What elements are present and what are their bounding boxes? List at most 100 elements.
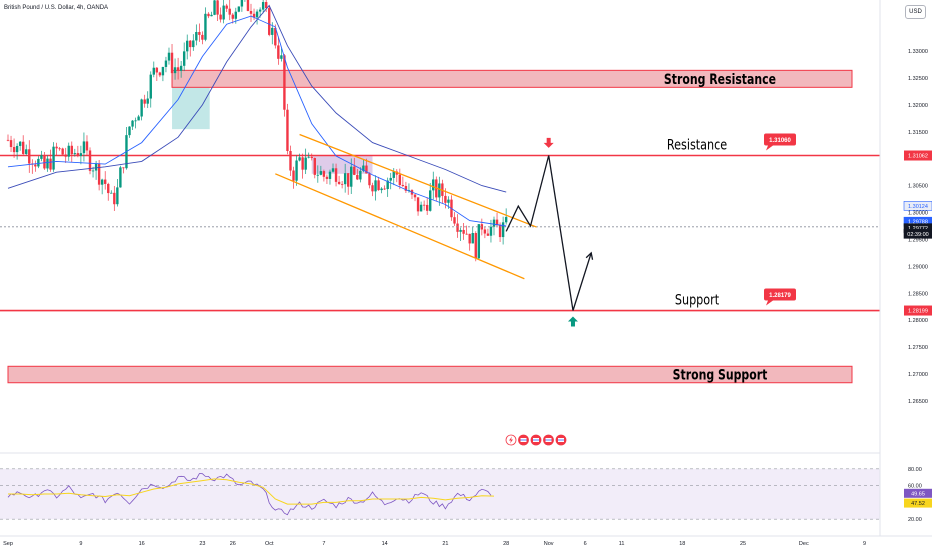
candle — [313, 157, 316, 179]
candle — [474, 231, 477, 262]
candle — [432, 171, 435, 200]
candle — [88, 147, 92, 175]
candle — [249, 3, 253, 23]
zone-1 — [7, 365, 853, 384]
candle — [325, 174, 329, 184]
candle — [268, 6, 271, 37]
candle — [73, 148, 77, 157]
candle — [195, 24, 198, 46]
candle — [465, 225, 468, 235]
y-tick-label: 1.28000 — [908, 318, 928, 324]
candle — [228, 0, 231, 21]
price-axis — [880, 0, 932, 550]
candle — [198, 23, 201, 42]
currency-button[interactable]: USD — [905, 5, 926, 19]
candle — [255, 9, 259, 25]
axis-badge-label-0: 1.30124 — [908, 204, 928, 210]
candle — [140, 98, 143, 121]
x-tick-label: 18 — [679, 541, 685, 547]
candle — [15, 143, 19, 160]
candle — [471, 226, 474, 244]
arrow-down-icon — [543, 137, 554, 148]
flag-icon — [543, 434, 554, 446]
candle — [389, 172, 392, 190]
candle — [64, 147, 67, 163]
candle — [244, 0, 246, 2]
candle — [495, 212, 499, 226]
candle — [182, 42, 186, 72]
candle — [486, 228, 490, 237]
candle — [12, 138, 16, 158]
rsi-level-label: 20.00 — [908, 517, 922, 523]
ma-slow-line — [7, 4, 507, 193]
channel-lower-line — [275, 173, 525, 280]
candle — [216, 0, 219, 21]
candle — [25, 144, 28, 156]
candle — [192, 34, 195, 51]
candle — [170, 43, 174, 80]
candle — [58, 147, 61, 151]
rsi-level-label: 60.00 — [908, 484, 922, 490]
candle — [207, 12, 210, 19]
y-tick-label: 1.27000 — [908, 372, 928, 378]
rsi-band — [0, 468, 880, 520]
candle — [85, 135, 89, 156]
y-tick-label: 1.32500 — [908, 76, 928, 82]
candle — [149, 71, 152, 108]
candle — [204, 7, 207, 42]
candle — [49, 149, 52, 172]
candle — [146, 91, 149, 109]
forecast-path — [505, 155, 592, 311]
candle — [219, 7, 222, 23]
x-tick-label: Sep — [3, 541, 13, 547]
candle — [310, 153, 313, 161]
candle — [459, 227, 462, 242]
level-axis-badge-1 — [904, 305, 932, 316]
y-tick-label: 1.32000 — [908, 103, 928, 109]
axis-badge-0 — [903, 201, 932, 211]
candle — [128, 126, 131, 138]
candle — [116, 178, 119, 207]
level-name-0: Resistance — [667, 136, 727, 153]
candle — [113, 185, 116, 211]
candle — [137, 114, 140, 121]
candle — [337, 175, 341, 185]
candle — [498, 222, 502, 242]
y-tick-label: 1.31500 — [908, 130, 928, 136]
candle — [504, 208, 508, 225]
y-tick-label: 1.26500 — [908, 399, 928, 405]
candle — [213, 0, 216, 16]
arrow-up-icon — [567, 316, 578, 327]
candle — [210, 11, 213, 17]
x-tick-label: 9 — [863, 541, 866, 547]
candle — [371, 182, 374, 197]
candle — [340, 180, 344, 189]
candle — [429, 182, 432, 212]
y-tick-label: 1.33000 — [908, 49, 928, 55]
rsi-badge-1 — [904, 498, 932, 508]
candle — [76, 145, 80, 158]
candle — [289, 145, 292, 177]
candle — [438, 176, 441, 206]
candle — [483, 227, 487, 239]
candle — [274, 24, 277, 49]
candle — [377, 176, 380, 191]
candle — [107, 182, 110, 201]
axis-badge-3 — [903, 229, 932, 239]
candle — [167, 47, 171, 65]
level-axis-badge-0 — [904, 150, 932, 161]
candle — [453, 212, 456, 226]
zone-label-1: Strong Support — [673, 366, 768, 383]
candle — [173, 58, 177, 80]
candle — [222, 0, 225, 24]
candle — [155, 66, 159, 81]
flag-icon — [555, 434, 567, 446]
candle — [79, 145, 83, 165]
candle — [422, 200, 426, 211]
candle — [6, 134, 10, 142]
candle — [441, 179, 444, 204]
y-tick-label: 1.29500 — [908, 237, 928, 243]
candle — [179, 60, 183, 78]
level-badge-tail-0 — [766, 145, 773, 151]
